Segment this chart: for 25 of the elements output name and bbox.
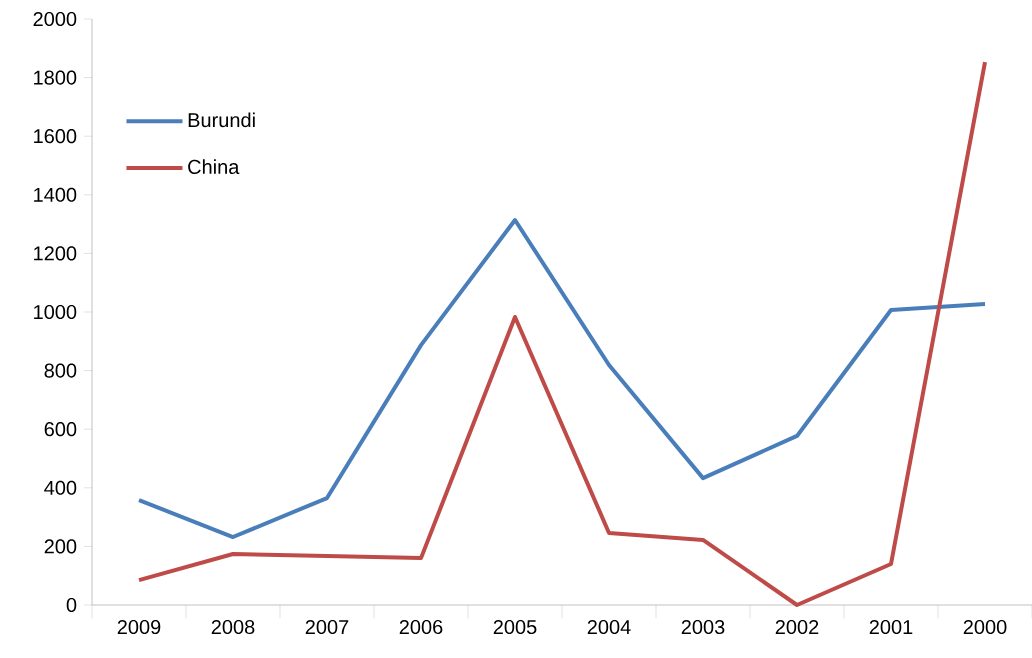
y-tick-label: 1400	[34, 187, 77, 202]
x-tick-label: 2004	[587, 619, 631, 635]
y-tick-label: 2000	[33, 11, 77, 27]
x-tick-label: 2009	[117, 619, 161, 635]
y-tick-label: 200	[44, 539, 77, 554]
y-tick-label: 1200	[34, 246, 77, 261]
y-tick-label: 800	[44, 363, 77, 378]
x-tick-label: 2001	[869, 619, 913, 635]
y-tick-label: 1800	[34, 70, 77, 85]
x-tick-label: 2006	[399, 619, 443, 635]
y-tick-label: 600	[44, 422, 77, 437]
x-tick-label: 2003	[681, 619, 725, 635]
x-tick-label: 2000	[963, 619, 1007, 635]
y-tick-label: 1000	[34, 304, 77, 320]
x-tick-label: 2005	[493, 619, 537, 635]
x-tick-label: 2007	[305, 619, 349, 635]
y-tick-label: 400	[44, 480, 77, 495]
line-series	[137, 218, 988, 540]
x-tick-label: 2008	[211, 619, 255, 635]
line-series	[137, 60, 988, 607]
legend-label: Burundi	[188, 112, 255, 128]
x-tick-label: 2002	[775, 619, 819, 635]
y-tick-label: 1600	[34, 129, 77, 144]
legend-label: China	[188, 159, 240, 174]
y-tick-label: 0	[66, 597, 77, 613]
